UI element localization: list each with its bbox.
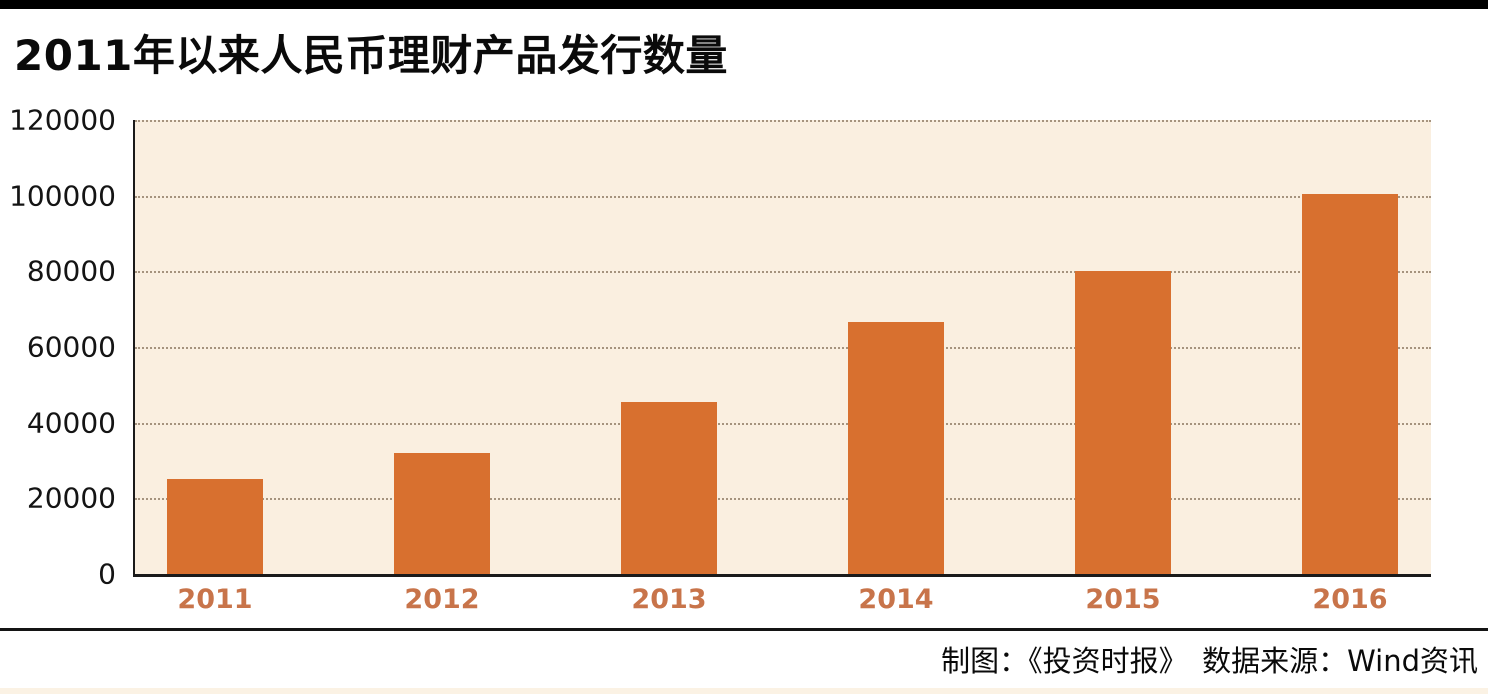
y-tick-label-20000: 20000	[26, 481, 116, 515]
x-tick-label-2012: 2012	[404, 584, 480, 615]
bar-2014	[848, 322, 944, 574]
gridline-60000	[135, 347, 1431, 349]
bar-2016	[1302, 193, 1398, 574]
bar-2011	[167, 479, 263, 574]
x-tick-label-2014: 2014	[858, 584, 934, 615]
bar-2015	[1075, 271, 1171, 574]
y-tick-label-100000: 100000	[9, 179, 116, 213]
gridline-120000	[135, 120, 1431, 122]
top-accent-bar	[0, 0, 1488, 9]
y-tick-label-60000: 60000	[26, 330, 116, 364]
gridline-20000	[135, 498, 1431, 501]
y-tick-label-0: 0	[98, 557, 116, 591]
x-tick-label-2016: 2016	[1312, 584, 1388, 615]
x-tick-label-2011: 2011	[177, 584, 253, 615]
y-tick-label-80000: 80000	[26, 254, 116, 288]
x-tick-label-2013: 2013	[631, 584, 707, 615]
bar-2013	[621, 401, 717, 574]
gridline-40000	[135, 422, 1431, 425]
gridline-80000	[135, 271, 1431, 274]
y-tick-label-40000: 40000	[26, 406, 116, 440]
footer-credit: 制图：《投资时报》 数据来源：Wind资讯	[941, 644, 1478, 678]
bar-2012	[394, 452, 490, 574]
plot-area	[133, 120, 1431, 577]
bottom-accent-bar	[0, 688, 1488, 694]
x-axis: 2011 2012 2013 2014 2015 2016	[135, 584, 1431, 620]
y-axis: 120000 100000 80000 60000 40000 20000 0	[0, 104, 116, 591]
y-tick-label-120000: 120000	[9, 103, 116, 137]
page-title: 2011年以来人民币理财产品发行数量	[14, 31, 728, 80]
footer-separator-line	[0, 628, 1488, 631]
x-tick-label-2015: 2015	[1085, 584, 1161, 615]
gridline-100000	[135, 195, 1431, 198]
